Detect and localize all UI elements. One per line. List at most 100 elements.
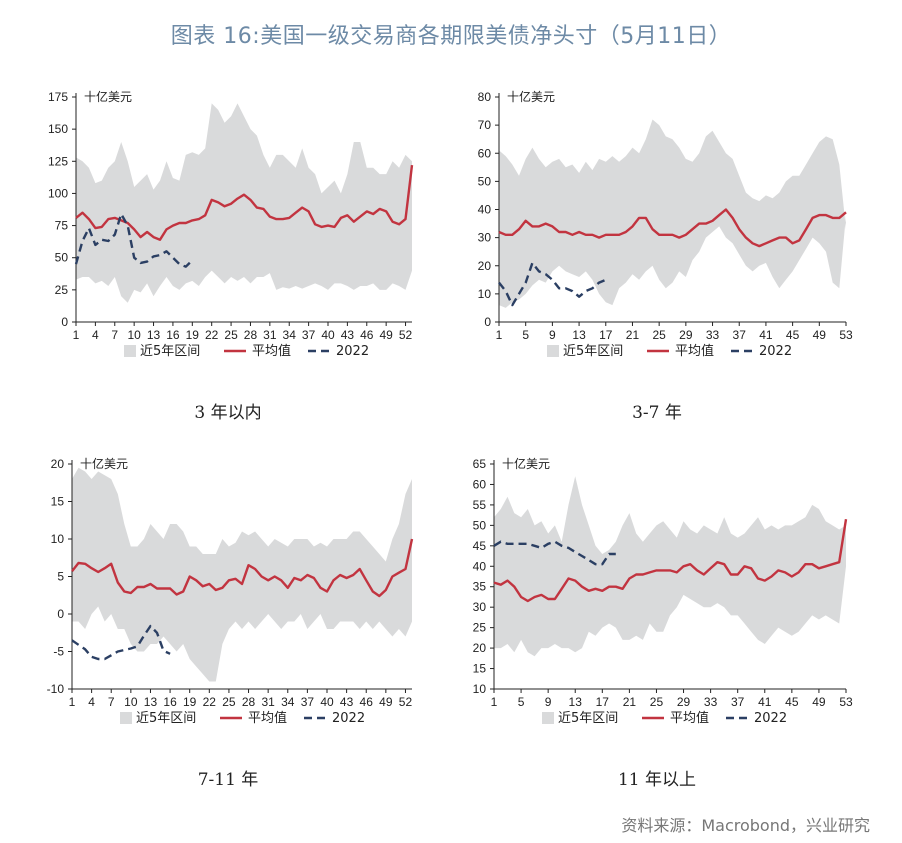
legend: 近5年区间 平均值 2022 <box>547 343 792 359</box>
series-2022-line <box>74 212 194 268</box>
x-tick-label: 40 <box>321 328 335 342</box>
x-tick-label: 28 <box>242 695 256 709</box>
x-tick-label: 41 <box>759 328 773 342</box>
x-tick-label: 52 <box>399 695 413 709</box>
x-tick-label: 49 <box>813 328 827 342</box>
unit-label: 十亿美元 <box>507 89 555 104</box>
chart-svg: 0 10 20 30 40 50 60 70 80 1 5 9 13 17 21 25 29 33 37 41 45 49… <box>478 89 853 359</box>
legend-label-average: 平均值 <box>670 710 709 726</box>
y-tick-label: 15 <box>51 495 65 509</box>
x-tick-label: 9 <box>549 328 556 342</box>
y-tick-label: 10 <box>478 287 492 301</box>
x-tick-label: 43 <box>340 695 354 709</box>
legend-label-average: 平均值 <box>248 710 287 726</box>
y-tick-label: 80 <box>478 90 492 104</box>
legend-swatch-range <box>542 712 554 724</box>
legend: 近5年区间 平均值 2022 <box>542 710 787 726</box>
y-tick-label: 20 <box>478 259 492 273</box>
y-tick-label: 65 <box>473 457 487 471</box>
chart-panel-over-11y: 10 15 20 25 30 35 40 45 50 55 60 65 1 5 9 13 17 21 25 29 33 3… <box>452 452 862 737</box>
y-tick-label: 20 <box>51 457 65 471</box>
x-tick-label: 49 <box>812 695 826 709</box>
chart-caption: 7-11 年 <box>197 770 259 790</box>
x-tick-label: 10 <box>127 328 141 342</box>
x-tick-label: 7 <box>111 328 118 342</box>
x-tick-label: 53 <box>839 328 853 342</box>
x-tick-label: 33 <box>704 695 718 709</box>
x-tick-label: 29 <box>677 695 691 709</box>
x-tick-label: 45 <box>786 328 800 342</box>
x-tick-label: 34 <box>283 328 297 342</box>
x-tick-label: 17 <box>596 695 610 709</box>
x-tick-label: 1 <box>496 328 503 342</box>
page-title: 图表 16:美国一级交易商各期限美债净头寸（5月11日） <box>170 24 732 49</box>
y-tick-label: 5 <box>57 570 64 584</box>
y-tick-label: 75 <box>55 219 69 233</box>
average-line <box>493 519 848 603</box>
average-line <box>498 208 847 248</box>
legend: 近5年区间 平均值 2022 <box>120 710 365 726</box>
y-tick-label: 50 <box>55 251 69 265</box>
x-tick-label: 19 <box>186 328 200 342</box>
x-tick-label: 37 <box>302 328 316 342</box>
range-band <box>494 476 846 657</box>
legend-swatch-range <box>124 345 136 357</box>
legend: 近5年区间 平均值 2022 <box>124 343 369 359</box>
x-tick-label: 19 <box>183 695 197 709</box>
y-tick-label: -5 <box>53 645 64 659</box>
legend-label-range: 近5年区间 <box>136 711 196 726</box>
x-tick-label: 1 <box>73 328 80 342</box>
y-tick-label: 100 <box>48 186 68 200</box>
y-tick-label: 125 <box>48 154 68 168</box>
range-band <box>72 467 412 682</box>
x-tick-label: 10 <box>124 695 138 709</box>
y-tick-label: 10 <box>51 532 65 546</box>
y-tick-label: 60 <box>478 146 492 160</box>
y-tick-label: 25 <box>55 283 69 297</box>
x-tick-label: 53 <box>839 695 853 709</box>
x-tick-label: 31 <box>263 328 277 342</box>
y-tick-label: 40 <box>473 559 487 573</box>
y-tick-label: 20 <box>473 641 487 655</box>
unit-label: 十亿美元 <box>80 456 128 471</box>
x-tick-label: 4 <box>92 328 99 342</box>
x-tick-label: 1 <box>491 695 498 709</box>
y-tick-label: 0 <box>484 315 491 329</box>
y-tick-label: 10 <box>473 682 487 696</box>
x-tick-label: 5 <box>518 695 525 709</box>
range-band <box>76 103 412 303</box>
legend-label-range: 近5年区间 <box>140 344 200 359</box>
average-line <box>71 538 414 598</box>
y-tick-label: 70 <box>478 118 492 132</box>
x-tick-label: 34 <box>281 695 295 709</box>
legend-label-average: 平均值 <box>252 343 291 359</box>
x-tick-label: 45 <box>785 695 799 709</box>
y-tick-label: 50 <box>478 174 492 188</box>
x-tick-label: 43 <box>341 328 355 342</box>
x-tick-label: 13 <box>144 695 158 709</box>
y-tick-label: -10 <box>47 682 65 696</box>
x-tick-label: 13 <box>572 328 586 342</box>
x-tick-label: 1 <box>69 695 76 709</box>
x-tick-label: 16 <box>166 328 180 342</box>
x-tick-label: 16 <box>163 695 177 709</box>
chart-panel-7-11y: -10 -5 0 5 10 15 20 1 4 7 10 13 16 19 22 25 28 31 34 37 40 43… <box>28 452 428 737</box>
legend-swatch-range <box>547 345 559 357</box>
legend-label-average: 平均值 <box>675 343 714 359</box>
x-tick-label: 22 <box>203 695 217 709</box>
x-tick-label: 25 <box>224 328 238 342</box>
y-tick-label: 30 <box>473 600 487 614</box>
x-tick-label: 17 <box>599 328 613 342</box>
x-tick-label: 29 <box>679 328 693 342</box>
y-tick-label: 50 <box>473 518 487 532</box>
legend-label-2022: 2022 <box>332 711 365 726</box>
y-tick-label: 175 <box>48 90 68 104</box>
chart-panel-3-7y: 0 10 20 30 40 50 60 70 80 1 5 9 13 17 21 25 29 33 37 41 45 49… <box>452 85 862 370</box>
legend-label-2022: 2022 <box>336 344 369 359</box>
legend-label-range: 近5年区间 <box>558 711 618 726</box>
chart-caption: 3 年以内 <box>194 403 262 423</box>
chart-caption: 3-7 年 <box>632 403 682 423</box>
series-2022-line <box>71 624 171 661</box>
x-tick-label: 25 <box>652 328 666 342</box>
